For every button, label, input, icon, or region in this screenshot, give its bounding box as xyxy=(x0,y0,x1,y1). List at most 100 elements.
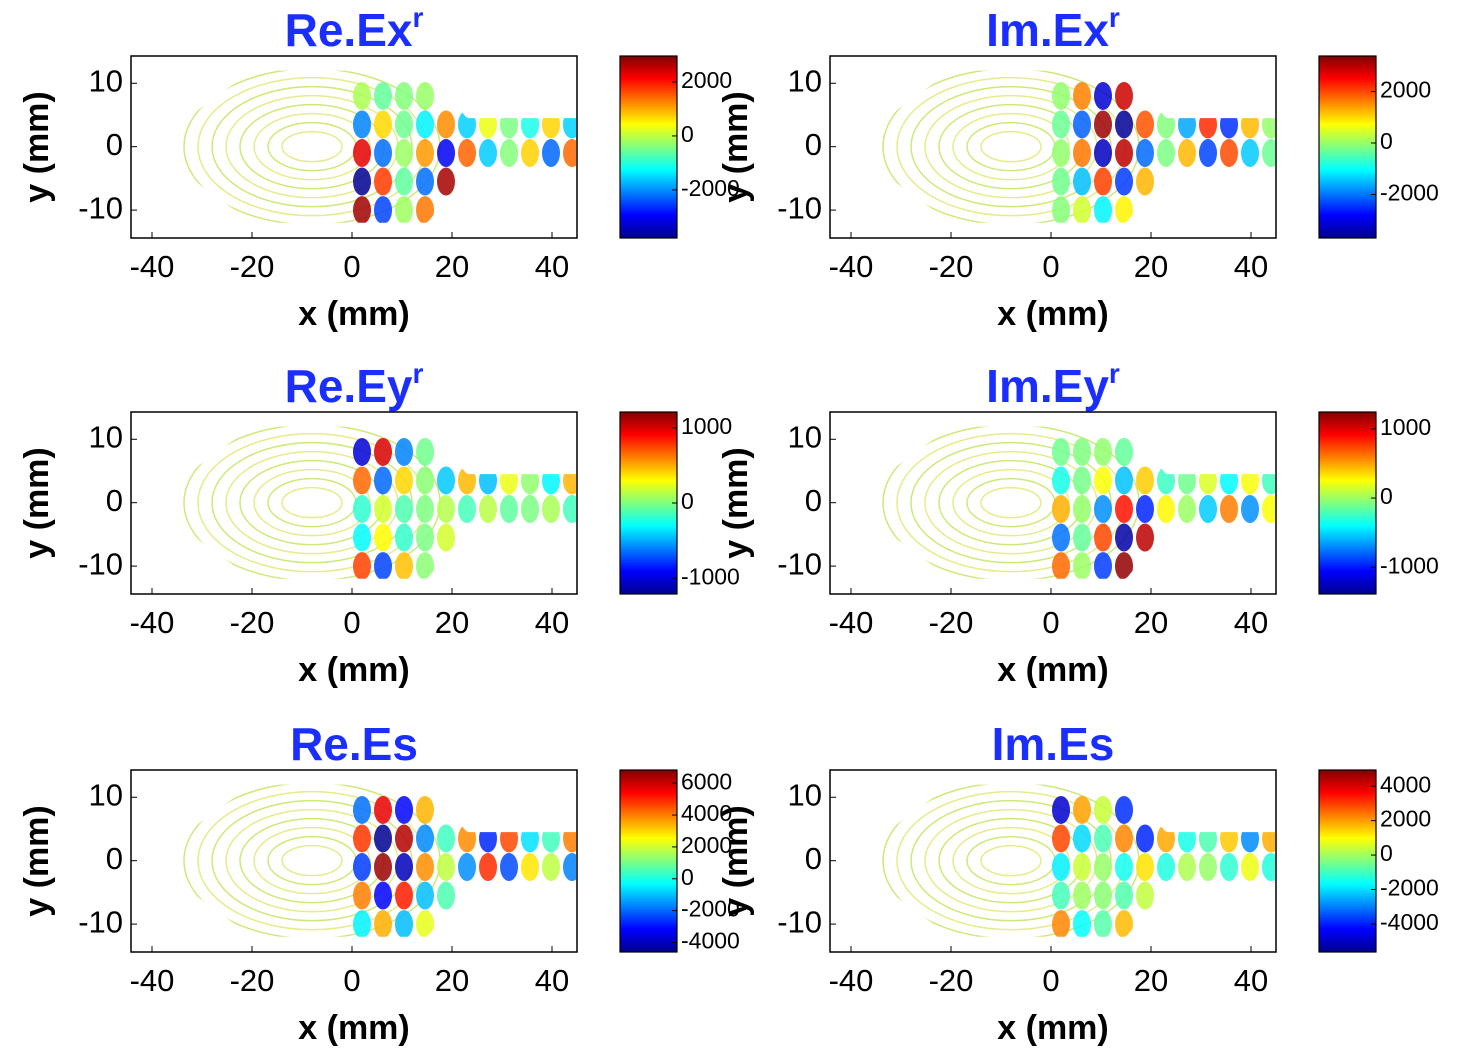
field-blob xyxy=(1073,196,1091,223)
field-blob xyxy=(353,853,371,882)
field xyxy=(882,784,1275,937)
field-blob xyxy=(458,824,476,853)
field-blob xyxy=(1199,139,1217,168)
colorbar xyxy=(1318,769,1377,953)
field-blob xyxy=(1241,824,1259,853)
field-blob xyxy=(395,552,413,579)
field-blob xyxy=(395,910,413,937)
field-blob xyxy=(1136,466,1154,495)
field-blob xyxy=(1073,139,1091,168)
y-axis-label: y (mm) xyxy=(18,91,56,202)
field-blob xyxy=(1115,110,1133,139)
x-tick-label: 20 xyxy=(435,249,469,284)
field-blob xyxy=(374,139,392,168)
colorbar-tick-label: 2000 xyxy=(681,832,732,858)
field xyxy=(183,784,576,937)
field-blob xyxy=(437,495,455,524)
field-blob xyxy=(353,196,371,223)
contour-line xyxy=(980,486,1042,519)
x-tick-label: -40 xyxy=(130,249,175,284)
field-blob xyxy=(458,110,476,139)
field-blob xyxy=(1073,824,1091,853)
panel: -40 -20 0 20 40 -10 0 10 x (mm) y (mm) Re.Eyr -1000… xyxy=(18,358,740,689)
field-blob xyxy=(521,853,539,882)
title-main: Im.Ey xyxy=(986,360,1109,412)
field-blob xyxy=(1052,167,1070,196)
field-blob xyxy=(1094,910,1112,937)
field-blob xyxy=(374,466,392,495)
y-tick-label: 0 xyxy=(805,841,822,876)
field-blob xyxy=(1073,881,1091,910)
colorbar-tick-label: 0 xyxy=(1380,483,1393,509)
field-blob xyxy=(437,139,455,168)
field-blob xyxy=(500,110,518,139)
contour-line xyxy=(281,130,343,163)
panel: -40 -20 0 20 40 -10 0 10 x (mm) y (mm) Re.Exr -2000… xyxy=(18,2,740,333)
field-blob xyxy=(500,139,518,168)
field-blob xyxy=(1094,139,1112,168)
field-blob xyxy=(416,437,434,466)
panel: -40 -20 0 20 40 -10 0 10 x (mm) y (mm) Im.Exr -2000… xyxy=(717,2,1439,333)
field-blob xyxy=(1094,196,1112,223)
field-blob xyxy=(521,495,539,524)
field-blob xyxy=(416,523,434,552)
field-blob xyxy=(1115,139,1133,168)
field-blob xyxy=(353,139,371,168)
field-blob xyxy=(395,437,413,466)
field-blob xyxy=(374,437,392,466)
field-blob xyxy=(1199,110,1217,139)
field-blob xyxy=(374,552,392,579)
field-blob xyxy=(416,552,434,579)
contour-line xyxy=(225,94,399,199)
x-tick-label: -40 xyxy=(130,963,175,998)
contour-line xyxy=(966,835,1056,886)
field-blob xyxy=(521,139,539,168)
field-blob xyxy=(1094,795,1112,824)
field-blob xyxy=(374,167,392,196)
field-blob xyxy=(1262,110,1275,139)
y-tick-label: -10 xyxy=(78,546,123,581)
x-tick-label: 0 xyxy=(1042,605,1059,640)
field-blob xyxy=(1157,853,1175,882)
field-blob xyxy=(1073,523,1091,552)
contour-line xyxy=(281,844,343,877)
y-tick-label: -10 xyxy=(777,190,822,225)
field-blob xyxy=(1094,466,1112,495)
x-tick-label: 40 xyxy=(535,963,569,998)
field-blob xyxy=(1115,881,1133,910)
x-tick-label: 20 xyxy=(1134,963,1168,998)
y-axis-label: y (mm) xyxy=(717,91,755,202)
contour-line xyxy=(267,835,357,886)
contour-line xyxy=(924,94,1098,199)
field-blob xyxy=(1136,824,1154,853)
field-blob xyxy=(416,110,434,139)
field-blob xyxy=(1220,853,1238,882)
field-blob xyxy=(479,110,497,139)
x-axis-label: x (mm) xyxy=(298,1009,409,1047)
chart-title: Re.Eyr xyxy=(285,358,424,412)
field-blob xyxy=(416,853,434,882)
y-tick-label: -10 xyxy=(777,904,822,939)
x-axis-label: x (mm) xyxy=(298,295,409,333)
title-sup: r xyxy=(1109,2,1120,33)
field-blob xyxy=(395,167,413,196)
field-blob xyxy=(563,139,576,168)
field-blob xyxy=(1115,466,1133,495)
field-blob xyxy=(374,910,392,937)
field-blob xyxy=(1115,196,1133,223)
x-tick-label: 40 xyxy=(1234,249,1268,284)
panel: -40 -20 0 20 40 -10 0 10 x (mm) y (mm) Im.Eyr -1000… xyxy=(717,358,1439,689)
field-blob xyxy=(500,824,518,853)
chart-title: Re.Exr xyxy=(285,2,424,56)
chart-title: Im.Es xyxy=(992,718,1115,770)
field-blob xyxy=(563,824,576,853)
title-sup: r xyxy=(1109,358,1120,389)
field-blob xyxy=(542,495,560,524)
y-tick-label: 0 xyxy=(805,127,822,162)
field-blob xyxy=(1115,824,1133,853)
field-blob xyxy=(1073,853,1091,882)
field-blob xyxy=(1136,139,1154,168)
colorbar-tick-label: 1000 xyxy=(1380,414,1431,440)
field-blob xyxy=(1052,437,1070,466)
x-axis-label: x (mm) xyxy=(298,651,409,689)
